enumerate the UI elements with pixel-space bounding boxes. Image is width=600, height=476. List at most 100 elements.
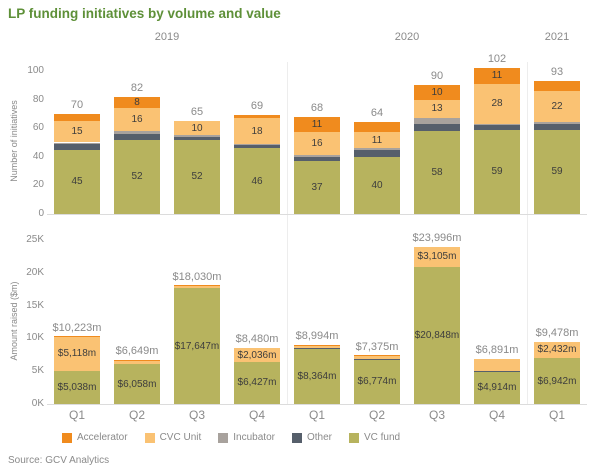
bar-segment-vc-fund[interactable]: $5,038m xyxy=(54,370,100,404)
bar-segment-other[interactable] xyxy=(114,363,160,365)
segment-value-label: $8,364m xyxy=(297,371,337,383)
year-label-2019: 2019 xyxy=(154,31,180,43)
bar-segment-vc-fund[interactable]: $6,427m xyxy=(234,361,280,404)
bar-segment-incubator[interactable] xyxy=(54,142,100,144)
segment-value-label: 28 xyxy=(491,98,503,110)
bar-segment-cvc-unit[interactable]: $3,105m xyxy=(414,246,460,267)
x-category-label: Q3 xyxy=(428,408,445,422)
segment-value-label: $6,942m xyxy=(537,375,577,387)
bar-segment-other[interactable] xyxy=(534,123,580,130)
bar-segment-accelerator[interactable] xyxy=(114,359,160,361)
segment-value-label: 18 xyxy=(251,125,263,137)
bar-segment-accelerator[interactable] xyxy=(54,336,100,338)
bar-segment-other[interactable] xyxy=(234,145,280,149)
segment-value-label: 37 xyxy=(311,182,323,194)
legend-item-cvc-unit[interactable]: CVC Unit xyxy=(144,432,202,443)
year-group-divider xyxy=(527,62,528,404)
bar-segment-vc-fund[interactable]: 52 xyxy=(174,139,220,214)
y-tick-label: 10K xyxy=(26,332,44,344)
bar-segment-vc-fund[interactable]: 58 xyxy=(414,131,460,214)
bar-segment-cvc-unit[interactable] xyxy=(294,345,340,349)
bar-segment-incubator[interactable] xyxy=(534,122,580,124)
bar-segment-cvc-unit[interactable]: 15 xyxy=(54,121,100,143)
bar-segment-accelerator[interactable] xyxy=(54,113,100,122)
bar-segment-incubator[interactable] xyxy=(114,131,160,134)
bar-segment-vc-fund[interactable]: $20,848m xyxy=(414,267,460,404)
bar-segment-cvc-unit[interactable]: 11 xyxy=(354,132,400,149)
bar-segment-vc-fund[interactable]: 45 xyxy=(54,149,100,214)
accelerator-swatch-icon xyxy=(62,432,72,443)
bar-segment-vc-fund[interactable]: 52 xyxy=(114,139,160,214)
bar-segment-cvc-unit[interactable] xyxy=(474,358,520,372)
segment-value-label: 13 xyxy=(431,103,443,115)
y-tick-label: 15K xyxy=(26,299,44,311)
bar-segment-cvc-unit[interactable]: $2,432m xyxy=(534,341,580,358)
bar-segment-cvc-unit[interactable]: 16 xyxy=(294,132,340,156)
bar-segment-other[interactable] xyxy=(174,287,220,289)
bar-segment-other[interactable] xyxy=(114,133,160,140)
bar-segment-vc-fund[interactable]: $6,058m xyxy=(114,364,160,404)
bar-segment-other[interactable] xyxy=(474,125,520,130)
bar-segment-vc-fund[interactable]: 40 xyxy=(354,156,400,214)
legend-item-other[interactable]: Other xyxy=(291,432,332,443)
bar-segment-other[interactable] xyxy=(54,143,100,150)
bar-segment-accelerator[interactable]: 11 xyxy=(294,116,340,133)
legend: Accelerator CVC Unit Incubator Other VC … xyxy=(62,432,400,443)
bar-segment-incubator[interactable] xyxy=(414,118,460,124)
vc-fund-swatch-icon xyxy=(348,432,359,443)
legend-item-incubator[interactable]: Incubator xyxy=(218,432,275,443)
bar-segment-vc-fund[interactable]: 59 xyxy=(534,129,580,214)
bar-segment-accelerator[interactable] xyxy=(354,122,400,133)
bar-segment-cvc-unit[interactable]: 22 xyxy=(534,91,580,123)
x-category-label: Q1 xyxy=(68,408,85,422)
bar-segment-cvc-unit[interactable]: $5,118m xyxy=(54,337,100,371)
bar-segment-accelerator[interactable] xyxy=(174,285,220,287)
bar-segment-incubator[interactable] xyxy=(294,155,340,157)
legend-item-accelerator[interactable]: Accelerator xyxy=(62,432,128,443)
bar-segment-incubator[interactable] xyxy=(474,123,520,126)
bar-segment-incubator[interactable] xyxy=(174,135,220,137)
segment-value-label: 15 xyxy=(71,126,83,138)
bar-segment-other[interactable] xyxy=(474,370,520,372)
bar-segment-accelerator[interactable]: 8 xyxy=(114,96,160,109)
bar-segment-accelerator[interactable]: 11 xyxy=(474,68,520,84)
bar-segment-accelerator[interactable] xyxy=(234,115,280,119)
bar-segment-cvc-unit[interactable] xyxy=(114,360,160,364)
bar-segment-accelerator[interactable] xyxy=(534,81,580,91)
bar-total-label: $23,996m xyxy=(412,231,462,244)
bar-segment-vc-fund[interactable]: 46 xyxy=(234,148,280,214)
bar-segment-vc-fund[interactable]: $8,364m xyxy=(294,349,340,404)
bar-segment-other[interactable] xyxy=(354,358,400,360)
bar-total-label: $18,030m xyxy=(172,270,222,283)
bar-segment-vc-fund[interactable]: 59 xyxy=(474,129,520,214)
bar-segment-other[interactable] xyxy=(414,123,460,132)
bar-segment-other[interactable] xyxy=(174,136,220,140)
bar-segment-vc-fund[interactable]: $17,647m xyxy=(174,288,220,404)
bar-segment-vc-fund[interactable]: $4,914m xyxy=(474,371,520,404)
legend-item-vc-fund[interactable]: VC fund xyxy=(348,432,400,443)
x-category-label: Q4 xyxy=(488,408,505,422)
bar-segment-accelerator[interactable] xyxy=(294,344,340,346)
bar-segment-cvc-unit[interactable]: 18 xyxy=(234,118,280,144)
bar-segment-cvc-unit[interactable] xyxy=(174,286,220,288)
bar-segment-cvc-unit[interactable]: 10 xyxy=(174,121,220,136)
bar-segment-cvc-unit[interactable]: 16 xyxy=(114,108,160,132)
bar-segment-vc-fund[interactable]: 37 xyxy=(294,161,340,214)
bar-segment-cvc-unit[interactable]: $2,036m xyxy=(234,348,280,362)
segment-value-label: 45 xyxy=(71,176,83,188)
bar-segment-other[interactable] xyxy=(534,357,580,359)
bar-segment-other[interactable] xyxy=(354,149,400,157)
bar-segment-vc-fund[interactable]: $6,774m xyxy=(354,359,400,404)
bar-segment-cvc-unit[interactable] xyxy=(354,356,400,359)
bar-segment-other[interactable] xyxy=(294,348,340,350)
bar-segment-cvc-unit[interactable]: 28 xyxy=(474,83,520,124)
bar-segment-accelerator[interactable]: 10 xyxy=(414,85,460,100)
bar-segment-incubator[interactable] xyxy=(354,148,400,150)
bar-segment-other[interactable] xyxy=(294,156,340,162)
bar-segment-cvc-unit[interactable]: 13 xyxy=(414,99,460,119)
bar-segment-vc-fund[interactable]: $6,942m xyxy=(534,358,580,404)
segment-value-label: $4,914m xyxy=(477,382,517,394)
legend-label: CVC Unit xyxy=(159,432,202,443)
bar-segment-accelerator[interactable] xyxy=(354,355,400,357)
bar-segment-incubator[interactable] xyxy=(234,143,280,146)
